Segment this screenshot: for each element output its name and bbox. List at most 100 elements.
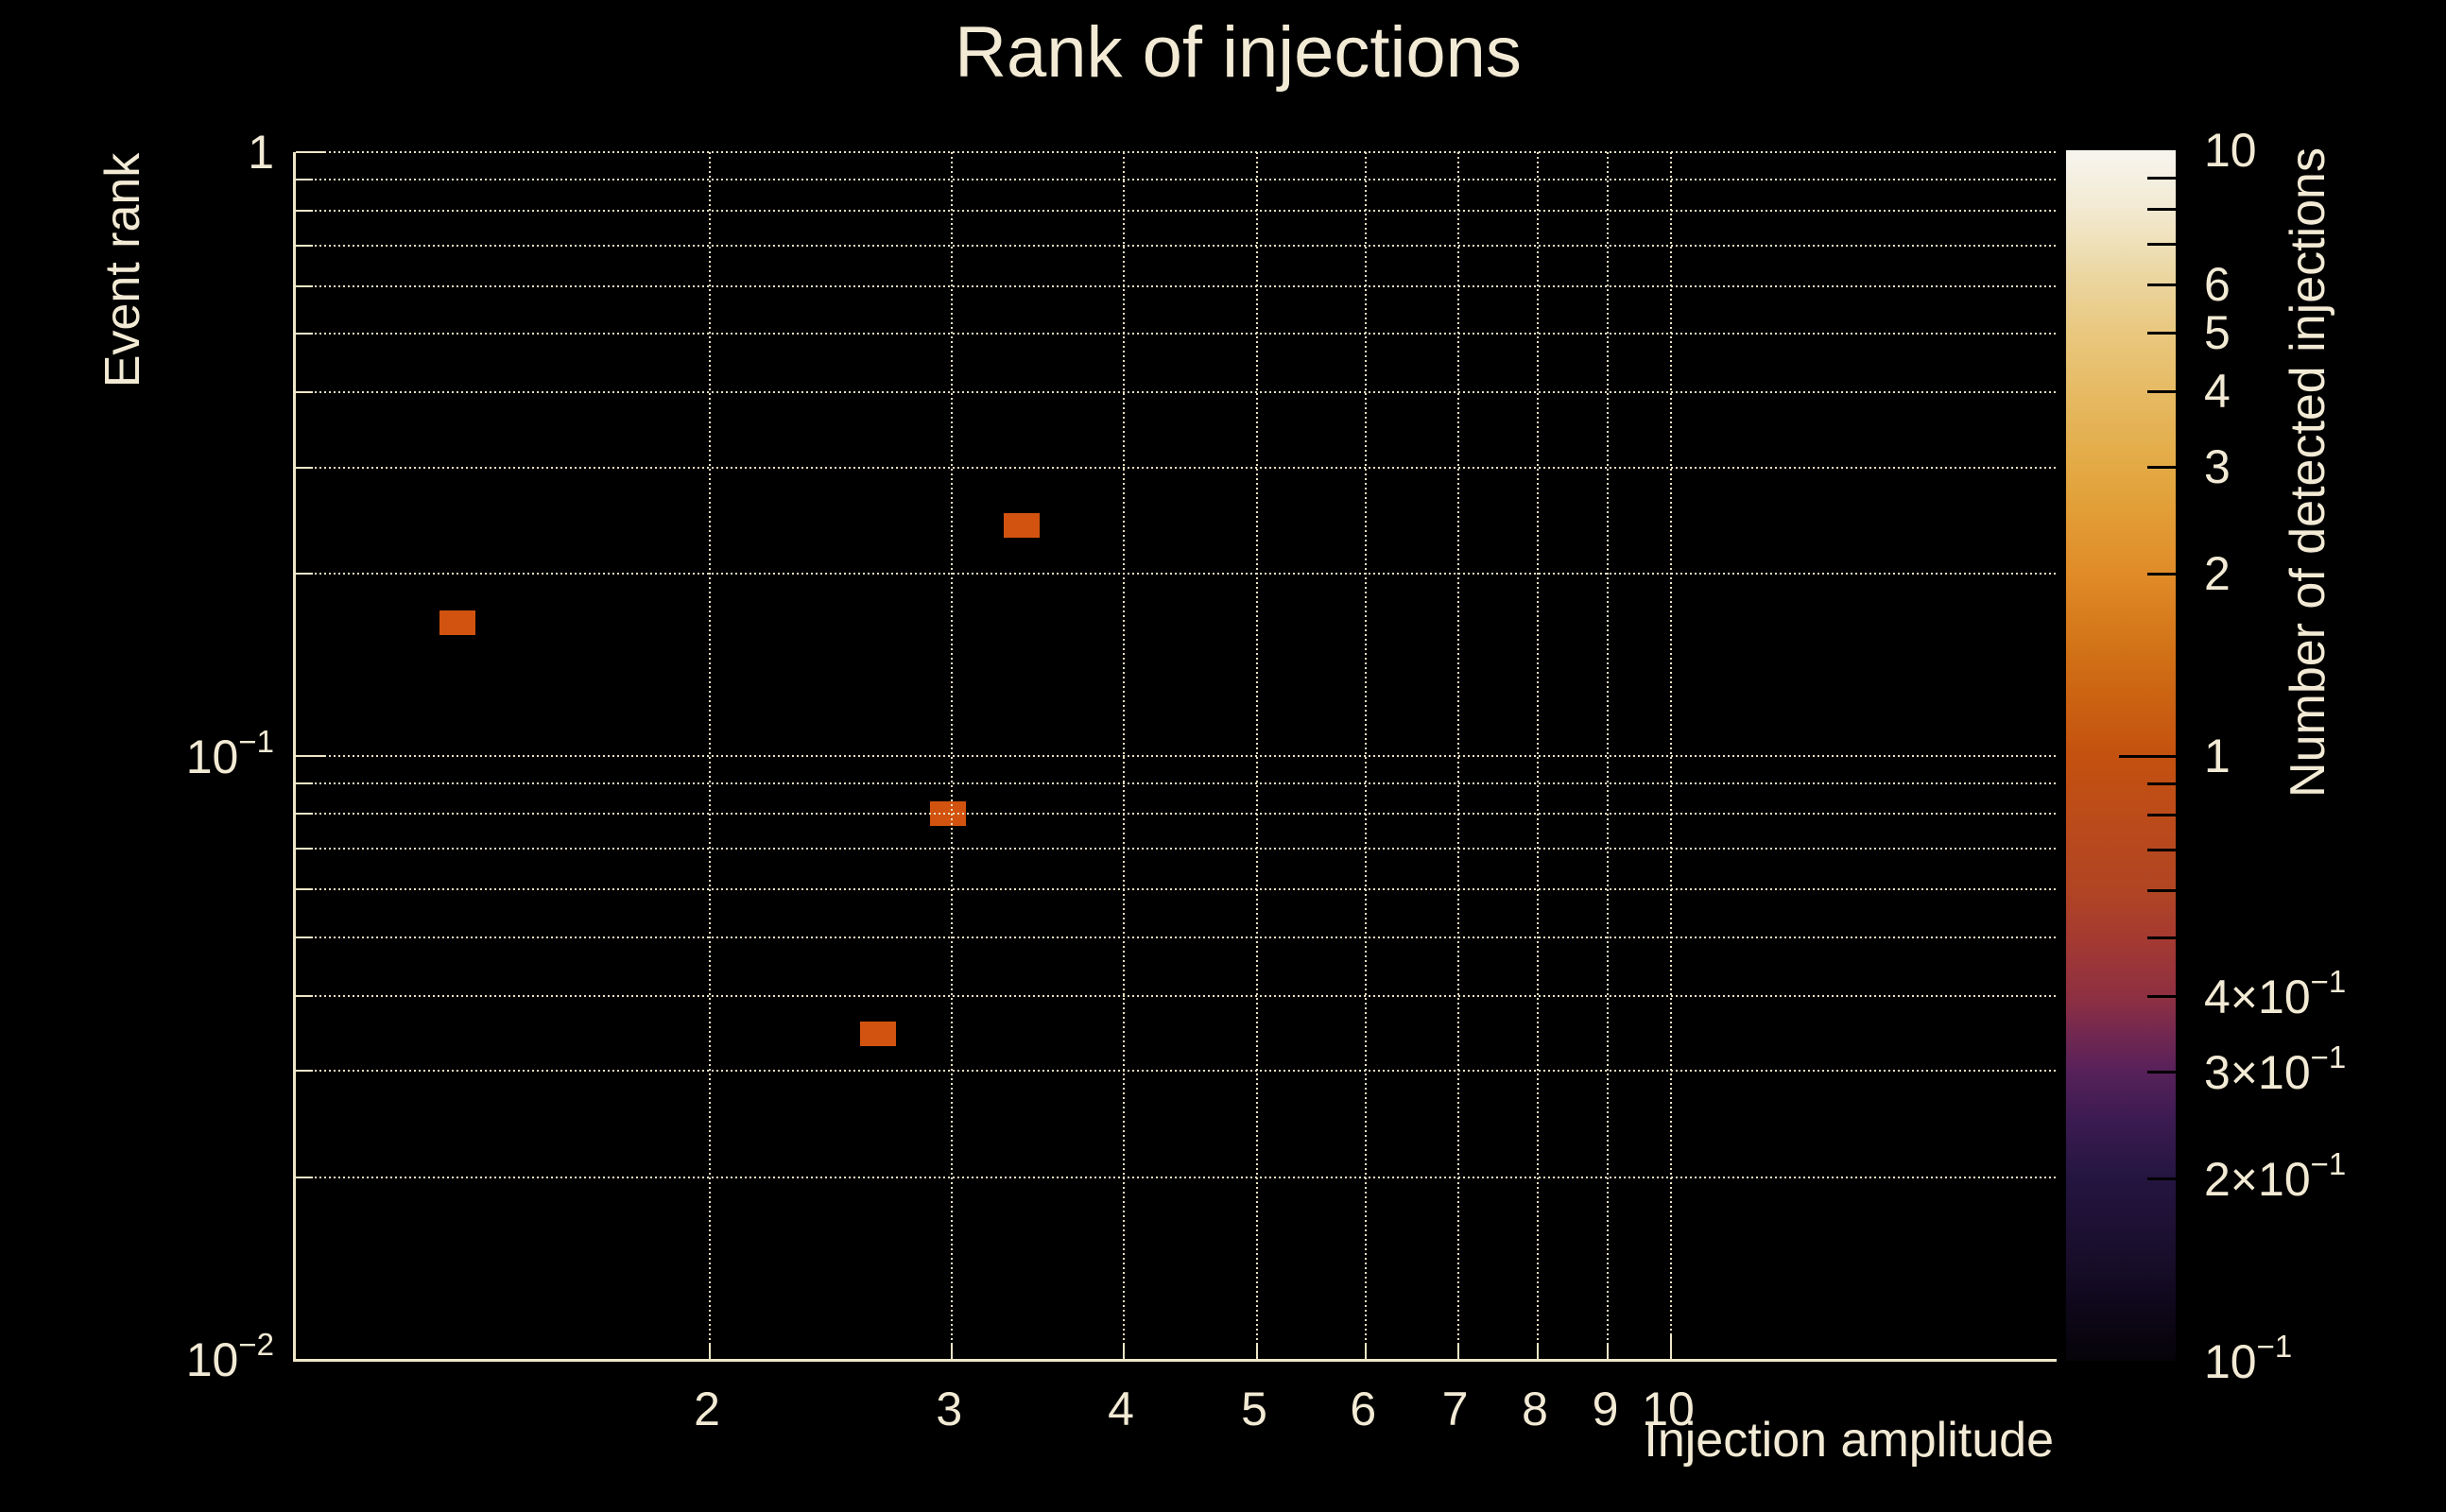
colorbar-title: Number of detected injections (2281, 147, 2335, 798)
colorbar-tick-mark (2147, 1071, 2176, 1074)
y-tick-mark (296, 391, 313, 394)
colorbar-tick-label: 6 (2204, 258, 2231, 312)
x-tick-label: 10 (1642, 1383, 1695, 1435)
gridline-vertical (1537, 152, 1540, 1359)
colorbar-tick-label: 10 (2204, 124, 2257, 177)
gridline-horizontal (296, 782, 2057, 784)
x-tick-label: 4 (1108, 1383, 1134, 1435)
y-tick-mark (296, 466, 313, 469)
x-axis-title: Injection amplitude (1644, 1413, 2054, 1468)
x-tick-mark (1537, 1344, 1540, 1359)
gridline-horizontal (296, 391, 2057, 394)
colorbar-minor-tick-mark (2147, 936, 2176, 940)
colorbar-tick-mark (2147, 284, 2176, 287)
colorbar-tick-label: 3×10−1 (2204, 1040, 2347, 1100)
colorbar-minor-tick-mark (2147, 243, 2176, 247)
colorbar-tick-mark (2147, 995, 2176, 999)
y-tick-label: 1 (248, 126, 274, 179)
x-tick-mark (1670, 1334, 1673, 1359)
x-tick-mark (1456, 1344, 1459, 1359)
exponent: −1 (238, 723, 274, 759)
colorbar-tick-label: 5 (2204, 305, 2231, 359)
heatmap-bin (1003, 512, 1040, 538)
gridline-horizontal (296, 813, 2057, 816)
colorbar-tick-label: 3 (2204, 439, 2231, 493)
y-tick-mark (296, 888, 313, 891)
exponent: −1 (2310, 1146, 2347, 1182)
heatmap-bin (859, 1021, 896, 1046)
gridline-horizontal (296, 466, 2057, 469)
y-tick-label: 10−2 (185, 1327, 274, 1386)
gridline-horizontal (296, 888, 2057, 891)
gridline-vertical (1123, 152, 1126, 1359)
x-tick-mark (1365, 1344, 1368, 1359)
gridline-horizontal (296, 848, 2057, 850)
y-tick-mark (296, 754, 324, 757)
colorbar-tick-mark (2147, 331, 2176, 335)
gridline-vertical (951, 152, 954, 1359)
gridline-vertical (1456, 152, 1459, 1359)
gridline-vertical (1365, 152, 1368, 1359)
gridline-horizontal (296, 179, 2057, 181)
y-tick-mark (296, 994, 313, 997)
colorbar-tick-label: 1 (2204, 729, 2231, 782)
colorbar-minor-tick-mark (2147, 813, 2176, 816)
y-tick-mark (296, 936, 313, 938)
colorbar-minor-tick-mark (2147, 848, 2176, 851)
x-tick-label: 6 (1350, 1383, 1377, 1435)
y-tick-mark (296, 782, 313, 784)
x-tick-mark (1123, 1344, 1126, 1359)
gridline-vertical (709, 152, 712, 1359)
exponent: −2 (238, 1327, 274, 1363)
exponent: −1 (2310, 964, 2347, 1000)
x-tick-label: 5 (1241, 1383, 1267, 1435)
colorbar-tick-mark (2147, 465, 2176, 469)
colorbar-minor-tick-mark (2147, 782, 2176, 785)
colorbar-tick-mark (2147, 572, 2176, 576)
colorbar-tick-label: 4×10−1 (2204, 964, 2347, 1024)
gridline-horizontal (296, 1070, 2057, 1073)
x-tick-label: 9 (1592, 1383, 1619, 1435)
exponent: −1 (2310, 1040, 2347, 1075)
y-tick-mark (296, 333, 313, 335)
x-tick-mark (1256, 1344, 1259, 1359)
gridline-horizontal (296, 284, 2057, 287)
colorbar-tick-mark (2119, 754, 2176, 758)
heatmap-bin (439, 610, 475, 635)
colorbar-minor-tick-mark (2147, 208, 2176, 212)
colorbar-tick-label: 2×10−1 (2204, 1146, 2347, 1207)
y-tick-mark (296, 848, 313, 850)
x-tick-mark (709, 1344, 712, 1359)
y-tick-mark (296, 284, 313, 287)
gridline-horizontal (296, 151, 2057, 153)
colorbar-tick-label: 10−1 (2204, 1329, 2293, 1388)
plot-area (293, 151, 2057, 1362)
gridline-horizontal (296, 1176, 2057, 1178)
y-tick-mark (296, 813, 313, 816)
colorbar-minor-tick-mark (2147, 888, 2176, 892)
gridline-horizontal (296, 244, 2057, 247)
x-tick-mark (951, 1344, 954, 1359)
colorbar-tick-mark (2147, 1177, 2176, 1181)
gridline-vertical (1256, 152, 1259, 1359)
y-tick-mark (296, 573, 313, 576)
gridline-horizontal (296, 754, 2057, 757)
gridline-horizontal (296, 333, 2057, 335)
gridline-vertical (1607, 152, 1610, 1359)
exponent: −1 (2256, 1329, 2293, 1365)
x-tick-label: 8 (1522, 1383, 1548, 1435)
y-tick-mark (296, 209, 313, 212)
y-tick-mark (296, 179, 313, 181)
gridline-horizontal (296, 994, 2057, 997)
x-tick-label: 7 (1441, 1383, 1469, 1435)
y-tick-mark (296, 1070, 313, 1073)
gridline-horizontal (296, 573, 2057, 576)
gridline-vertical (1670, 152, 1673, 1359)
y-tick-mark (296, 1176, 313, 1178)
colorbar (2066, 150, 2176, 1361)
colorbar-tick-label: 4 (2204, 364, 2231, 418)
gridline-horizontal (296, 209, 2057, 212)
y-tick-mark (296, 151, 324, 153)
x-tick-label: 3 (936, 1383, 963, 1435)
x-tick-label: 2 (694, 1383, 720, 1435)
